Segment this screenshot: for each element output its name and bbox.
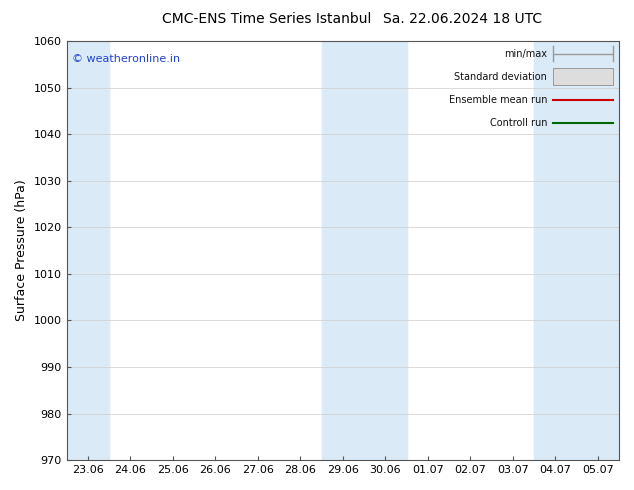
Bar [67,41,109,460]
Bar [364,41,406,460]
Bar [534,41,576,460]
Text: Controll run: Controll run [489,118,547,128]
Text: Standard deviation: Standard deviation [455,72,547,82]
Bar [553,68,614,85]
Bar [576,41,619,460]
Text: min/max: min/max [504,49,547,59]
Text: CMC-ENS Time Series Istanbul: CMC-ENS Time Series Istanbul [162,12,371,26]
Text: Sa. 22.06.2024 18 UTC: Sa. 22.06.2024 18 UTC [384,12,542,26]
Bar [321,41,364,460]
Text: © weatheronline.in: © weatheronline.in [72,53,180,64]
Text: Ensemble mean run: Ensemble mean run [449,95,547,105]
Y-axis label: Surface Pressure (hPa): Surface Pressure (hPa) [15,180,28,321]
